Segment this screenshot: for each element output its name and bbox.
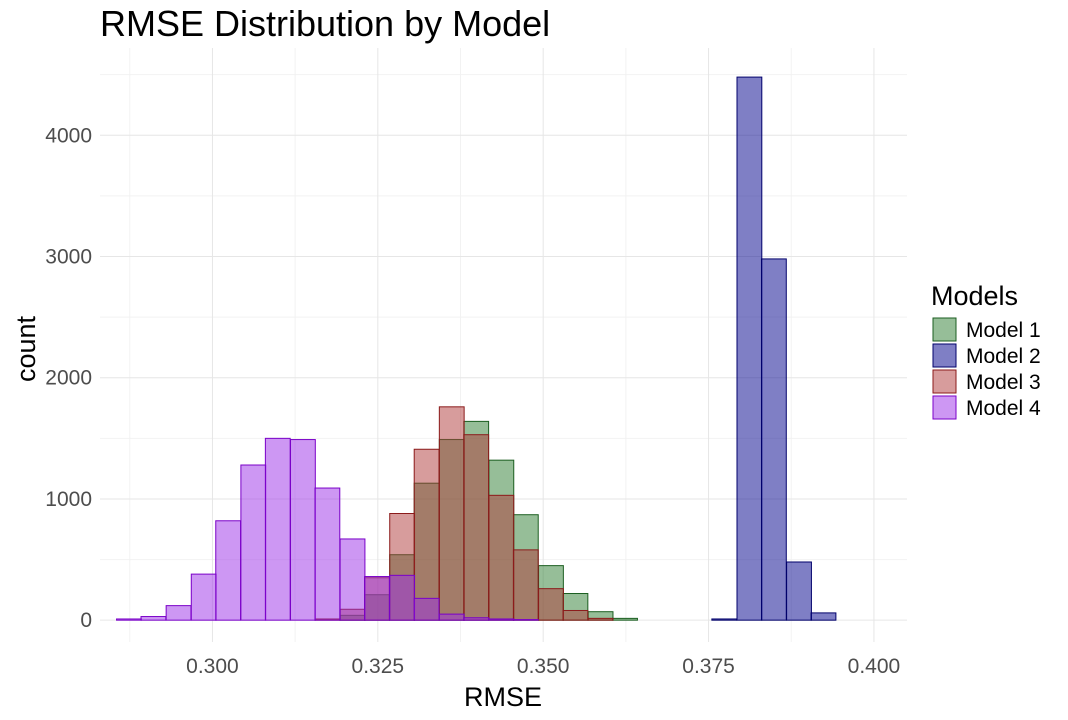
legend-item: Model 3 <box>932 369 1041 394</box>
histogram-bar <box>116 618 142 621</box>
histogram-bar <box>413 597 440 621</box>
histogram-bar <box>760 258 787 621</box>
legend-item: Model 2 <box>932 343 1041 368</box>
histogram-bar <box>562 609 589 621</box>
legend-label: Model 4 <box>966 397 1041 420</box>
x-tick-label: 0.375 <box>682 655 735 678</box>
histogram-bar <box>389 574 416 621</box>
y-tick-label: 3000 <box>45 246 92 269</box>
histogram-bar <box>587 617 614 621</box>
legend-label: Model 2 <box>966 345 1041 368</box>
histogram-bar <box>736 76 763 621</box>
legend-label: Model 3 <box>966 371 1041 394</box>
y-tick-label: 1000 <box>45 488 92 511</box>
x-axis-title: RMSE <box>464 682 542 712</box>
histogram-bar <box>438 613 465 621</box>
histogram-bar <box>190 573 217 621</box>
series-model-4 <box>116 437 539 621</box>
legend-item: Model 1 <box>932 317 1041 342</box>
histogram-bar <box>488 618 515 621</box>
histogram-bar <box>810 612 837 621</box>
histogram-bar <box>438 406 465 621</box>
chart-title: RMSE Distribution by Model <box>100 3 550 44</box>
series-model-2 <box>711 76 837 621</box>
histogram-bar <box>140 616 167 621</box>
y-axis-title: count <box>11 315 41 382</box>
x-axis-ticks: 0.300 0.325 0.350 0.375 0.400 <box>186 655 900 678</box>
legend-label: Model 1 <box>966 319 1041 342</box>
histogram-bar <box>264 437 291 621</box>
legend: Models Model 1 Model 2 Model 3 Model 4 <box>931 281 1041 420</box>
histogram-bar <box>165 605 192 621</box>
histogram-bar <box>612 617 638 621</box>
x-tick-label: 0.300 <box>186 655 239 678</box>
histogram-bar <box>413 448 440 621</box>
histogram-bars <box>116 76 837 621</box>
histogram-bar <box>314 487 341 621</box>
x-tick-label: 0.350 <box>517 655 570 678</box>
y-tick-label: 4000 <box>45 124 92 147</box>
histogram-bar <box>711 618 738 621</box>
histogram-bar <box>463 617 490 621</box>
histogram-bar <box>290 439 316 621</box>
histogram-bar <box>488 494 515 621</box>
histogram-bar <box>364 576 390 621</box>
histogram-bar <box>512 549 539 621</box>
histogram-bar <box>339 538 366 621</box>
histogram-bar <box>786 561 812 621</box>
histogram-bar <box>240 464 267 621</box>
y-tick-label: 0 <box>80 609 92 632</box>
histogram-bar <box>215 520 242 621</box>
y-axis-ticks: 0 1000 2000 3000 4000 <box>45 124 92 632</box>
histogram-bar <box>463 434 490 621</box>
histogram-bar <box>512 619 539 621</box>
legend-key <box>932 317 957 342</box>
x-tick-label: 0.325 <box>352 655 405 678</box>
legend-key <box>932 395 957 420</box>
x-tick-label: 0.400 <box>848 655 901 678</box>
legend-key <box>932 343 957 368</box>
histogram-bar <box>538 588 564 621</box>
legend-title: Models <box>931 281 1018 311</box>
y-tick-label: 2000 <box>45 367 92 390</box>
legend-item: Model 4 <box>932 395 1041 420</box>
legend-key <box>932 369 957 394</box>
